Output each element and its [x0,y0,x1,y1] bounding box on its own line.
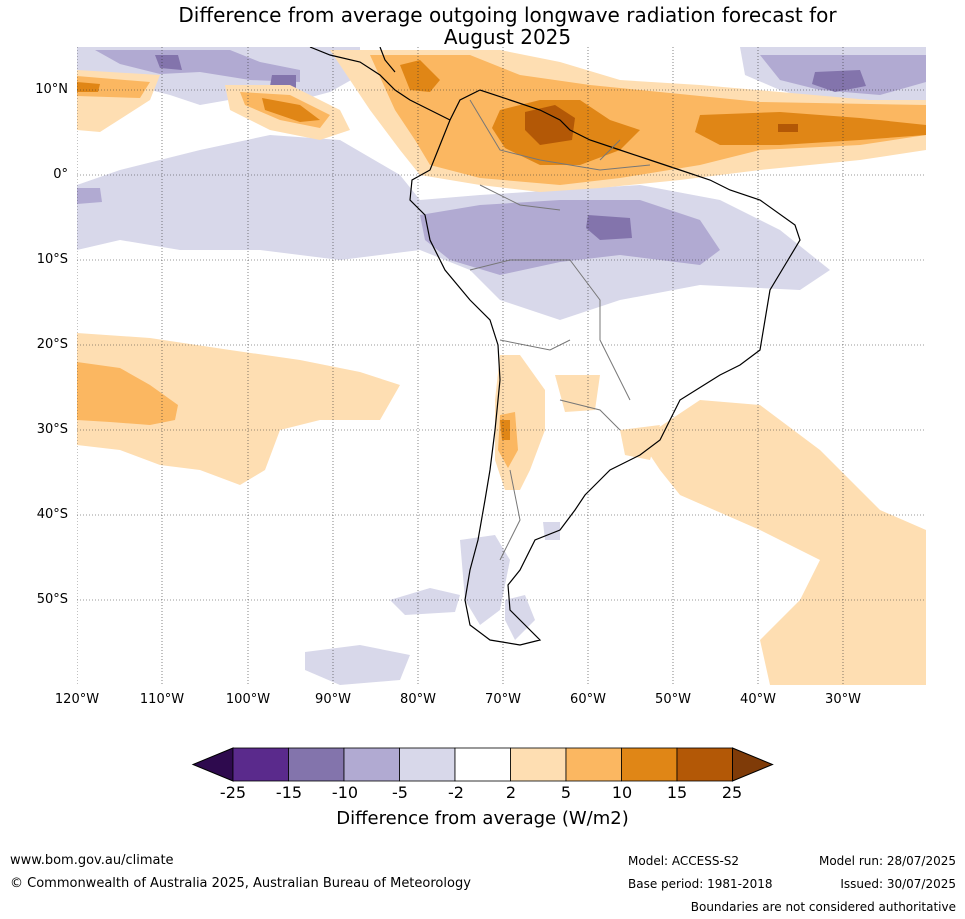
south-america-coastline [409,89,801,646]
colorbar [191,747,774,782]
chart-title: Difference from average outgoing longwav… [0,4,965,48]
lon-label: 100°W [225,692,271,707]
anomaly-region [778,124,798,132]
colorbar-tick-label: -2 [448,783,464,802]
model-run-text: Model run: 28/07/2025 [818,854,956,868]
colorbar-extend-low [191,747,234,782]
colorbar-segment [676,747,733,782]
copyright-text: © Commonwealth of Australia 2025, Austra… [10,876,471,891]
anomaly-region [555,375,600,412]
lat-label: 30°S [36,422,68,437]
colorbar-extend-high [732,747,774,782]
anomaly-region [77,82,100,92]
anomaly-region [77,188,102,204]
colorbar-tick-label: 15 [666,783,688,802]
model-text: Model: ACCESS-S2 [628,854,740,868]
anomaly-region [640,400,926,685]
lat-label: 40°S [36,507,68,522]
anomaly-region [620,425,660,460]
colorbar-tick-label: 2 [505,783,517,802]
colorbar-segment [510,747,567,782]
lon-label: 110°W [139,692,185,707]
anomaly-region [270,75,296,88]
anomaly-region [77,333,400,485]
colorbar-segment [399,747,456,782]
issued-text: Issued: 30/07/2025 [840,877,956,891]
anomaly-region [500,420,510,440]
lat-label: 20°S [36,337,68,352]
lon-label: 60°W [570,692,606,707]
lon-label: 40°W [740,692,776,707]
website-link[interactable]: www.bom.gov.au/climate [10,853,174,868]
title-line-2: August 2025 [443,25,572,49]
colorbar-segment [288,747,345,782]
colorbar-tick-label: -15 [275,783,303,802]
anomaly-region [262,98,320,122]
lat-label: 50°S [36,592,68,607]
anomaly-region [460,535,510,625]
anomaly-region [505,595,535,640]
lon-label: 80°W [400,692,436,707]
colorbar-tick-label: -5 [392,783,408,802]
colorbar-segment [343,747,400,782]
lat-label: 10°N [35,82,68,97]
anomaly-region [400,60,440,92]
colorbar-tick-label: -25 [219,783,247,802]
colorbar-segment [454,747,511,782]
anomaly-region [95,50,300,82]
anomaly-region [586,215,632,240]
colorbar-segment [565,747,622,782]
lon-label: 50°W [655,692,691,707]
colorbar-segment [621,747,678,782]
lat-label: 0° [53,167,68,182]
forecast-map [77,47,926,685]
lon-label: 70°W [485,692,521,707]
base-period-text: Base period: 1981-2018 [628,877,773,891]
disclaimer-text: Boundaries are not considered authoritat… [690,900,956,914]
anomaly-region [695,112,926,145]
anomaly-region [77,362,178,425]
anomaly-region [77,76,150,98]
colorbar-tick-label: 10 [611,783,633,802]
country-borders [469,99,651,561]
colorbar-tick-label: 5 [560,783,572,802]
anomaly-region [155,55,182,70]
colorbar-title: Difference from average (W/m2) [336,808,629,829]
central-america-coastline [309,47,451,121]
lon-label: 30°W [825,692,861,707]
colorbar-tick-label: 25 [721,783,743,802]
lat-label: 10°S [36,252,68,267]
lon-label: 90°W [315,692,351,707]
graticule [77,47,926,685]
colorbar-tick-label: -10 [331,783,359,802]
title-line-1: Difference from average outgoing longwav… [178,3,837,27]
anomaly-region [390,588,460,615]
anomaly-fields [77,47,926,685]
anomaly-region [305,645,410,685]
anomaly-region [420,200,720,275]
lon-label: 120°W [54,692,100,707]
colorbar-segment [232,747,289,782]
anomaly-region [525,105,575,145]
anomaly-region [812,70,866,92]
